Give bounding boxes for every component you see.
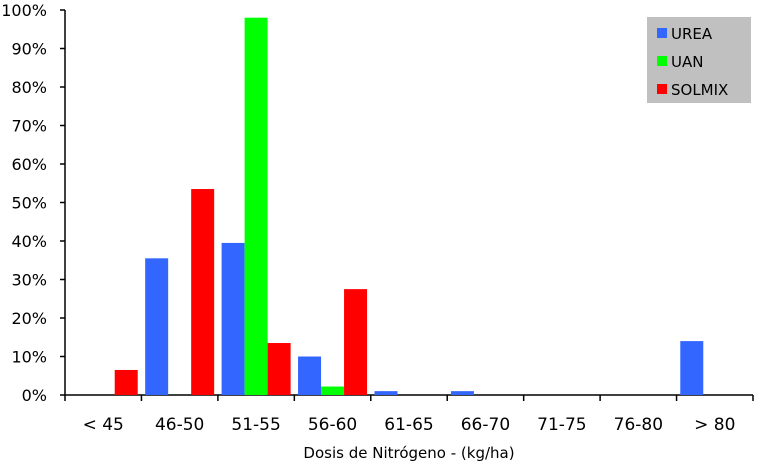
y-tick-label: 20% [11,309,47,328]
bar-urea-8 [680,341,704,395]
bar-urea-4 [374,391,398,395]
y-tick-label: 30% [11,271,47,290]
y-tick-label: 40% [11,232,47,251]
x-tick-label: 56-60 [308,415,357,435]
x-tick-label: 46-50 [155,415,204,435]
x-axis: < 45 46-50 51-55 56-60 61-65 66-70 71-75 76-80 >… [64,394,754,435]
legend-label-solmix: SOLMIX [671,81,728,99]
y-tick-label: 10% [11,348,47,367]
x-tick-label: 61-65 [384,415,433,435]
y-tick-label: 70% [11,117,47,136]
x-tick-label: 76-80 [614,415,663,435]
legend-label-uan: UAN [671,53,703,71]
legend-swatch-uan [657,56,667,66]
x-tick-label: 71-75 [537,415,586,435]
bar-uan-3 [321,386,345,395]
bar-urea-2 [221,242,245,395]
x-tick-label: 51-55 [231,415,280,435]
bar-solmix-2 [267,343,291,395]
x-axis-label: Dosis de Nitrógeno - (kg/ha) [303,444,514,462]
legend-swatch-solmix [657,84,667,94]
bars [114,17,704,395]
y-tick-label: 0% [22,386,47,405]
x-tick-label: 66-70 [461,415,510,435]
bar-urea-5 [450,391,474,395]
y-tick-label: 50% [11,194,47,213]
legend-swatch-urea [657,28,667,38]
y-tick-label: 80% [11,78,47,97]
bar-urea-3 [298,356,322,395]
x-tick-label: > 80 [694,415,735,435]
y-axis: 0% 10% 20% 30% 40% 50% 60% 70% 80% 90% 100% [1,1,66,405]
bar-urea-1 [145,258,169,395]
legend-label-urea: UREA [671,25,713,43]
y-tick-label: 90% [11,40,47,59]
x-tick-label: < 45 [83,415,124,435]
y-tick-label: 60% [11,155,47,174]
legend: UREA UAN SOLMIX [647,17,751,103]
bar-solmix-1 [191,189,215,395]
y-tick-label: 100% [1,1,47,20]
bar-solmix-3 [344,289,368,395]
bar-solmix-0 [114,369,138,395]
bar-uan-2 [244,17,268,395]
